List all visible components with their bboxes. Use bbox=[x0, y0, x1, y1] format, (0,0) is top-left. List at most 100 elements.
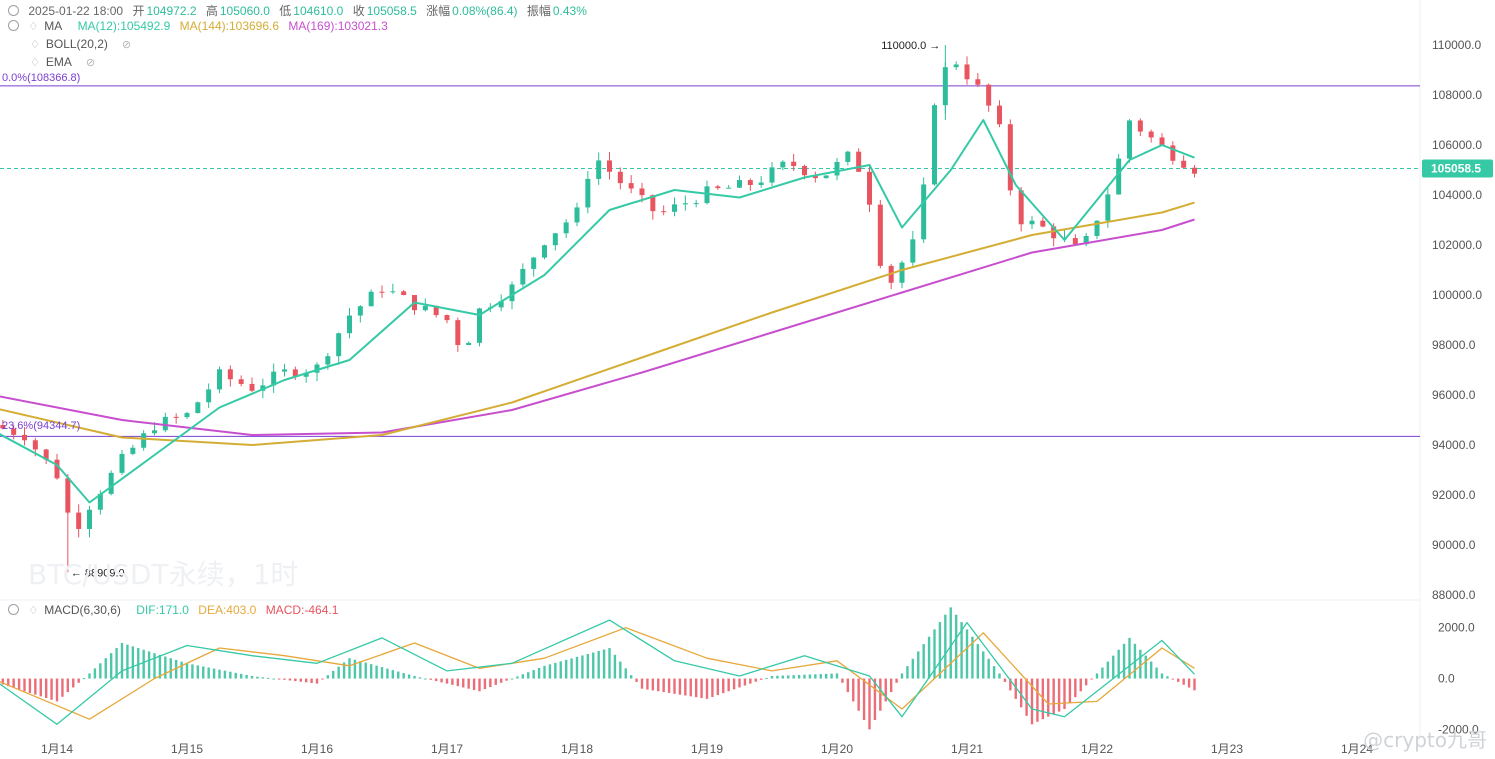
candle-down bbox=[1051, 226, 1057, 239]
candle-down bbox=[607, 160, 612, 172]
macd-bar-down bbox=[277, 678, 281, 680]
macd-bar-up bbox=[949, 607, 952, 679]
header-high: 105060.0 bbox=[219, 4, 270, 18]
macd-bar-down bbox=[472, 678, 476, 690]
macd-bar-up bbox=[510, 678, 514, 680]
macd-dif-line bbox=[0, 619, 1195, 725]
macd-bar-up bbox=[229, 671, 232, 679]
macd-bar-up bbox=[770, 676, 774, 679]
bell-icon[interactable]: ♢ bbox=[30, 57, 40, 69]
macd-bar-down bbox=[17, 678, 21, 690]
macd-bar-up bbox=[337, 666, 340, 679]
candle-down bbox=[11, 428, 17, 435]
y-tick-label: 102000.0 bbox=[1432, 238, 1482, 252]
candle-up bbox=[314, 364, 320, 373]
last-price-tag-text: 105058.5 bbox=[1431, 162, 1481, 176]
header-change: 0.08%(86.4) bbox=[452, 4, 518, 18]
macd-bar-up bbox=[1166, 676, 1169, 679]
boll-label: BOLL(20,2) bbox=[45, 37, 108, 51]
macd-bar-up bbox=[830, 673, 833, 679]
candle-down bbox=[54, 459, 60, 479]
macd-y-tick-label: -2000.0 bbox=[1438, 722, 1479, 736]
candle-up bbox=[87, 509, 92, 529]
macd-bar-up bbox=[900, 673, 904, 679]
macd-bar-down bbox=[34, 678, 37, 695]
macd-bar-up bbox=[250, 676, 254, 679]
macd-bar-up bbox=[93, 668, 97, 679]
macd-bar-up bbox=[348, 658, 351, 679]
macd-bar-down bbox=[456, 678, 460, 687]
collapse-icon[interactable] bbox=[8, 5, 19, 16]
macd-dea: DEA:403.0 bbox=[198, 603, 257, 617]
collapse-icon[interactable] bbox=[8, 604, 19, 615]
candle-up bbox=[509, 284, 515, 302]
candle-up bbox=[574, 207, 580, 223]
macd-bar-up bbox=[592, 652, 595, 679]
candle-up bbox=[206, 389, 212, 403]
macd-bar-up bbox=[575, 656, 579, 679]
candle-down bbox=[76, 512, 82, 529]
candle-up bbox=[347, 315, 352, 334]
macd-bar-down bbox=[716, 678, 720, 696]
eye-hidden-icon[interactable]: ⊘ bbox=[121, 39, 132, 51]
bell-icon[interactable]: ♢ bbox=[30, 39, 40, 51]
macd-bar-down bbox=[1079, 678, 1082, 692]
macd-bar-down bbox=[1182, 678, 1185, 685]
macd-bar-up bbox=[223, 670, 227, 679]
candle-down bbox=[238, 379, 244, 384]
candle-up bbox=[325, 356, 331, 365]
macd-bar-up bbox=[819, 674, 822, 679]
macd-label: MACD(6,30,6) bbox=[44, 603, 121, 617]
x-tick-label: 1月14 bbox=[41, 742, 73, 756]
macd-bar-up bbox=[202, 666, 205, 679]
candle-up bbox=[217, 369, 222, 390]
macd-bar-up bbox=[402, 673, 405, 679]
y-tick-label: 88000.0 bbox=[1432, 588, 1476, 602]
macd-bar-up bbox=[1149, 661, 1153, 679]
macd-bar-up bbox=[559, 661, 562, 679]
macd-bar-up bbox=[1117, 649, 1120, 679]
bell-icon[interactable]: ♢ bbox=[28, 605, 39, 617]
candle-down bbox=[1192, 167, 1197, 174]
macd-bar-up bbox=[169, 658, 172, 679]
candle-down bbox=[650, 195, 656, 212]
macd-bar-up bbox=[391, 670, 395, 679]
x-tick-label: 1月16 bbox=[301, 742, 333, 756]
macd-bar-up bbox=[99, 663, 102, 679]
macd-bar-up bbox=[927, 636, 931, 679]
macd-bar-down bbox=[700, 678, 703, 699]
macd-bar-down bbox=[657, 678, 660, 692]
header-low-label: 低 bbox=[279, 4, 292, 18]
eye-hidden-icon[interactable]: ⊘ bbox=[85, 57, 96, 69]
macd-bar-down bbox=[299, 678, 302, 682]
macd-bar-down bbox=[489, 678, 492, 688]
candle-down bbox=[975, 79, 981, 85]
header-amplitude: 0.43% bbox=[552, 4, 587, 18]
candle-down bbox=[661, 211, 667, 213]
macd-bar-up bbox=[543, 665, 546, 679]
brand-watermark: @crypto九哥 bbox=[1363, 728, 1487, 752]
macd-bar-up bbox=[212, 668, 216, 679]
candle-up bbox=[119, 453, 125, 473]
macd-bar-down bbox=[55, 678, 59, 702]
macd-bar-down bbox=[39, 678, 42, 697]
macd-bar-down bbox=[505, 678, 508, 681]
bell-icon[interactable]: ♢ bbox=[28, 21, 39, 33]
x-tick-label: 1月21 bbox=[951, 742, 983, 756]
candle-up bbox=[899, 262, 905, 283]
collapse-icon[interactable] bbox=[8, 20, 19, 31]
macd-bar-up bbox=[164, 656, 167, 679]
y-tick-label: 110000.0 bbox=[1432, 38, 1481, 52]
candle-down bbox=[856, 151, 862, 172]
macd-bar-down bbox=[667, 678, 671, 693]
header-close: 105058.5 bbox=[366, 4, 417, 18]
fib-top-label: 0.0%(108366.8) bbox=[2, 72, 81, 84]
macd-bar-down bbox=[445, 678, 449, 684]
macd-bar-up bbox=[808, 674, 812, 679]
macd-bar-up bbox=[597, 651, 600, 679]
macd-bar-up bbox=[256, 676, 259, 679]
macd-bar-down bbox=[23, 678, 26, 692]
macd-legend: ♢ MACD(6,30,6) DIF:171.0 DEA:403.0 MACD:-… bbox=[8, 603, 344, 617]
macd-bar-up bbox=[418, 677, 422, 679]
